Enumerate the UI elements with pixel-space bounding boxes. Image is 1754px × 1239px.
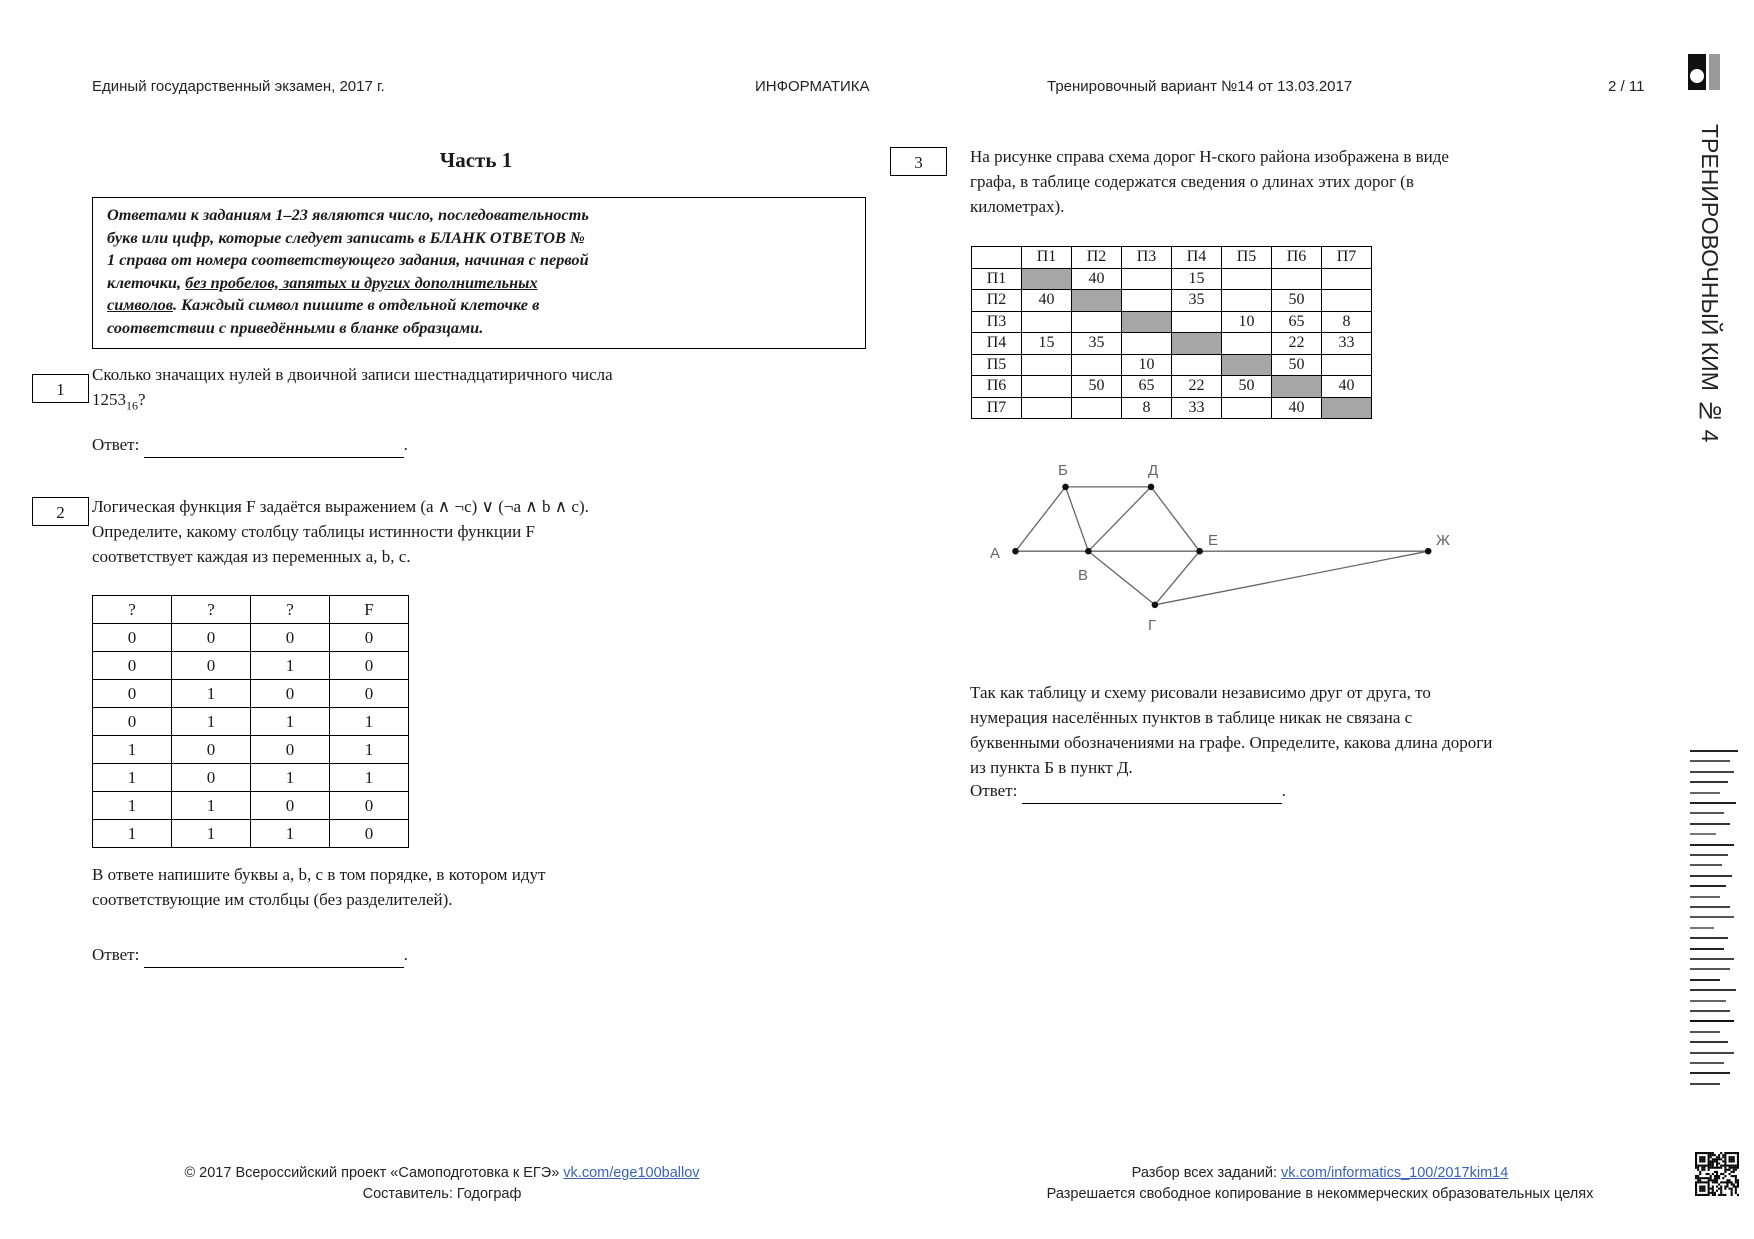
svg-text:Д: Д <box>1148 462 1158 479</box>
svg-text:Г: Г <box>1148 617 1156 634</box>
svg-text:В: В <box>1078 567 1088 584</box>
svg-text:Ж: Ж <box>1436 532 1450 549</box>
svg-text:Е: Е <box>1208 532 1218 549</box>
svg-text:Б: Б <box>1058 462 1068 479</box>
svg-text:А: А <box>990 545 1000 562</box>
